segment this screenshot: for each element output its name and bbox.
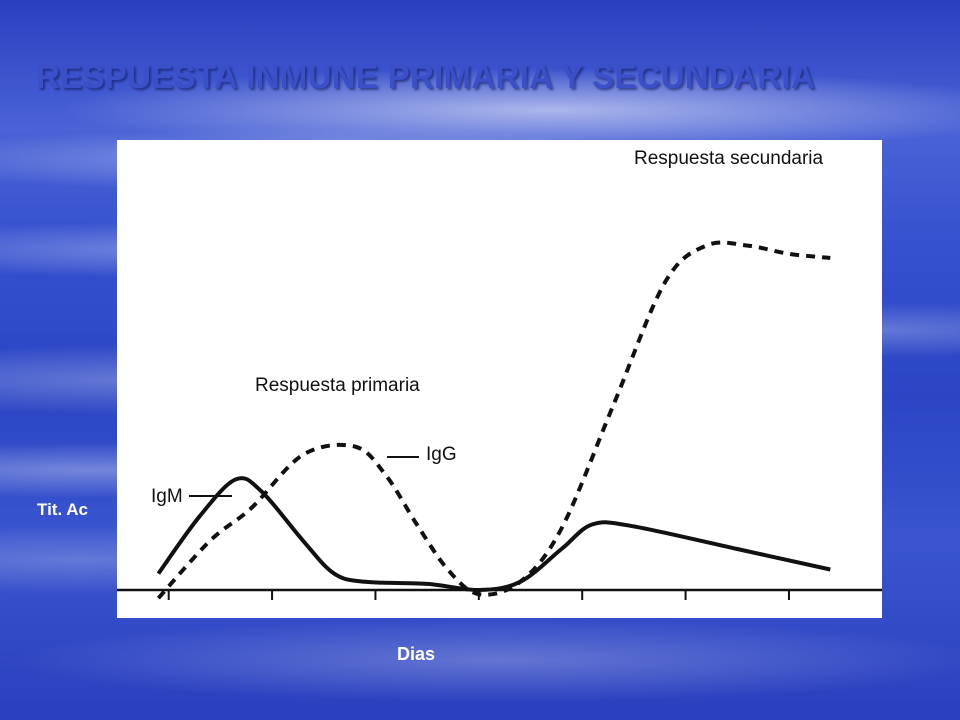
- series-line-igm: [156, 476, 831, 593]
- page-title: RESPUESTA INMUNE PRIMARIA Y SECUNDARIA: [36, 58, 816, 95]
- series-line-igg: [156, 240, 831, 600]
- x-axis-label: Dias: [397, 644, 436, 664]
- annotation-primary-response: Respuesta primaria: [255, 375, 420, 396]
- series-label-igg: IgG: [426, 444, 457, 465]
- y-axis-label: Tit. Ac: [37, 500, 89, 519]
- annotation-secondary-response: Respuesta secundaria: [634, 148, 823, 169]
- antibody-response-chart: IgM IgG Respuesta primaria Respuesta secund…: [117, 148, 882, 600]
- series-label-igm: IgM: [151, 486, 183, 507]
- chart-plot-area: IgM IgG Respuesta primaria Respuesta secund…: [117, 140, 882, 618]
